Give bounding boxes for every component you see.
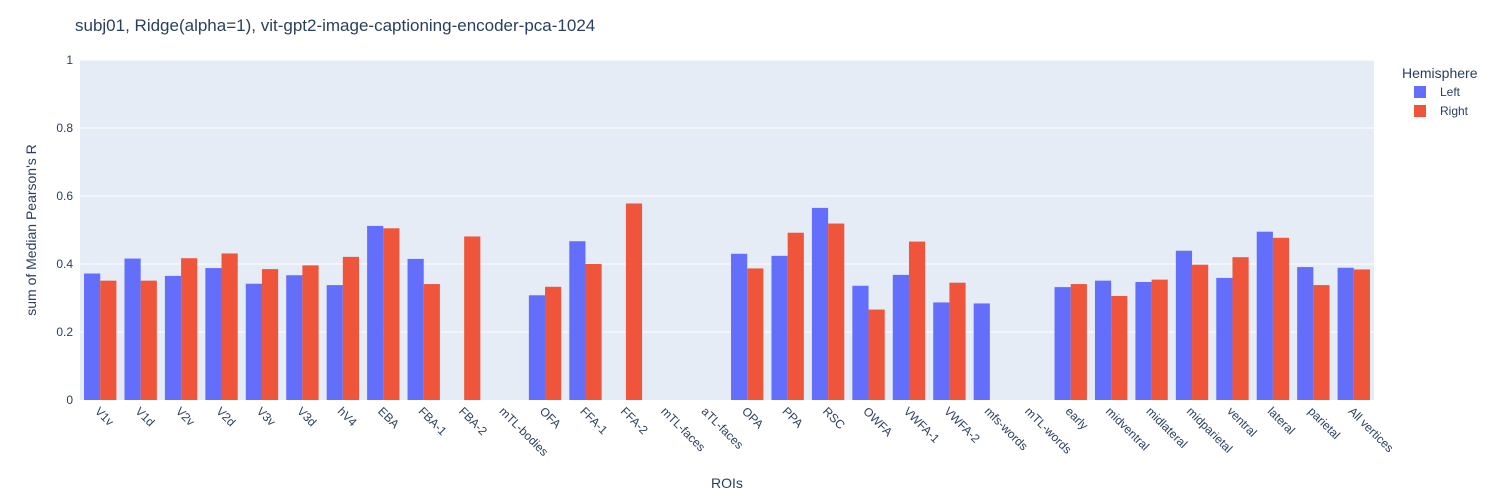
bar-right-midventral: [1111, 295, 1128, 400]
bar-left-hv4: [326, 285, 343, 400]
bar-left-vwfa-1: [892, 274, 909, 400]
bar-right-parietal: [1313, 285, 1330, 400]
bar-left-v2v: [164, 275, 182, 400]
bar-left-mfs-words: [973, 303, 990, 400]
bar-right-ffa-2: [625, 203, 643, 400]
bar-right-v2v: [181, 258, 198, 400]
bar-left-opa: [731, 253, 748, 400]
bar-left-early: [1054, 287, 1071, 400]
bar-right-v1d: [140, 280, 157, 400]
bar-left-ofa: [528, 295, 546, 400]
bar-right-vwfa-2: [949, 282, 966, 400]
bar-left-v1d: [124, 258, 141, 400]
y-tick-label: 0.6: [56, 189, 73, 203]
bar-right-midparietal: [1192, 264, 1209, 400]
legend-title: Hemisphere: [1402, 65, 1478, 81]
bar-right-owfa: [868, 309, 885, 400]
bar-right-ppa: [787, 232, 804, 400]
bar-right-v3d: [302, 265, 319, 400]
bar-left-v2d: [205, 268, 222, 400]
legend-label-right[interactable]: Right: [1440, 104, 1469, 118]
bar-right-early: [1070, 284, 1087, 400]
legend-swatch-left[interactable]: [1414, 86, 1426, 98]
bar-left-midparietal: [1175, 250, 1193, 400]
bar-left-midlateral: [1135, 282, 1152, 400]
bar-left-owfa: [852, 285, 869, 400]
y-axis-ticks: 0 0.2 0.4 0.6 0.8 1: [56, 53, 73, 407]
bar-left-ppa: [771, 255, 788, 400]
bar-right-eba: [383, 228, 400, 400]
chart-title: subj01, Ridge(alpha=1), vit-gpt2-image-c…: [75, 16, 595, 35]
bars: [84, 203, 1370, 400]
y-tick-label: 0.4: [56, 257, 73, 271]
bar-right-v3v: [261, 269, 279, 400]
bar-left-vwfa-2: [933, 302, 950, 400]
bar-left-ventral: [1216, 277, 1233, 400]
bar-left-v3v: [245, 283, 262, 400]
bar-left-v1v: [84, 273, 101, 400]
bar-right-v2d: [221, 253, 238, 400]
y-tick-label: 0: [66, 393, 73, 407]
bar-left-fba-1: [407, 258, 424, 400]
bar-right-ofa: [545, 286, 562, 400]
bar-left-ffa-1: [569, 241, 586, 400]
bar-right-fba-2: [464, 236, 481, 400]
bar-left-rsc: [811, 207, 829, 400]
bar-left-eba: [367, 225, 384, 400]
bar-right-midlateral: [1151, 279, 1168, 400]
y-axis-title: sum of Median Pearson's R: [23, 144, 39, 316]
y-tick-label: 0.8: [56, 121, 73, 135]
bar-left-all-vertices: [1337, 267, 1354, 400]
bar-right-lateral: [1272, 237, 1290, 400]
bar-left-lateral: [1256, 231, 1273, 400]
bar-right-rsc: [828, 223, 845, 400]
legend-swatch-right[interactable]: [1414, 105, 1426, 117]
legend-label-left[interactable]: Left: [1440, 85, 1461, 99]
y-tick-label: 0.2: [56, 325, 73, 339]
bar-right-v1v: [100, 280, 117, 400]
bar-right-opa: [747, 268, 764, 400]
bar-left-midventral: [1094, 280, 1112, 400]
bar-right-vwfa-1: [908, 241, 926, 400]
x-axis-title: ROIs: [711, 475, 743, 491]
bar-right-ventral: [1232, 257, 1249, 400]
bar-right-all-vertices: [1353, 269, 1370, 400]
bar-right-ffa-1: [585, 264, 602, 400]
bar-left-v3d: [286, 275, 303, 400]
bar-left-parietal: [1297, 267, 1314, 400]
bar-right-fba-1: [423, 284, 440, 400]
bar-right-hv4: [342, 256, 360, 400]
y-tick-label: 1: [66, 53, 73, 67]
legend: Hemisphere Left Right: [1402, 65, 1478, 118]
